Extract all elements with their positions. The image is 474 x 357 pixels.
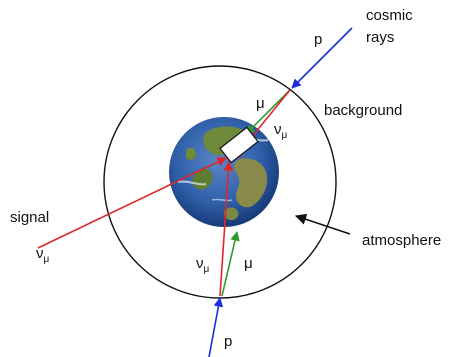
upgoing-muon-track	[221, 231, 240, 297]
proton-top-label: p	[314, 31, 322, 48]
nu-mu-signal-label: νμ	[36, 245, 50, 265]
upgoing-neutrino-track	[219, 161, 234, 297]
atmosphere-arrow	[294, 213, 351, 235]
cosmic-proton-track	[291, 27, 353, 89]
background-muon-track	[245, 89, 291, 135]
muon-upgoing-label: μ	[244, 255, 253, 272]
atmosphere-label: atmosphere	[362, 232, 441, 249]
signal-neutrino-track	[37, 157, 227, 249]
proton-bottom-label: p	[224, 333, 232, 350]
nu-mu-background-label: νμ	[274, 121, 288, 141]
earth-globe-icon	[169, 117, 279, 227]
signal-label: signal	[10, 209, 49, 226]
cosmic-rays-label-line1: cosmic	[366, 7, 413, 24]
muon-background-label: μ	[256, 95, 265, 112]
nu-mu-upgoing-label: νμ	[196, 255, 210, 275]
background-label: background	[324, 102, 402, 119]
cosmic-rays-label-line2: rays	[366, 29, 394, 46]
bottom-proton-track	[208, 297, 224, 357]
detector-box-icon	[219, 126, 259, 164]
